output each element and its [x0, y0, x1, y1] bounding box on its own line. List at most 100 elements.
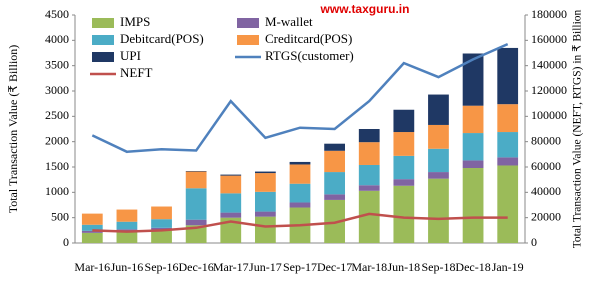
legend-label: RTGS(customer) [265, 48, 354, 63]
bar [358, 142, 380, 165]
bar [324, 194, 345, 200]
y2-tick-label: 20000 [531, 209, 561, 223]
bar [185, 171, 207, 172]
bar [497, 104, 519, 133]
y2-tick-label: 60000 [531, 159, 561, 173]
legend-label: M-wallet [265, 14, 313, 29]
legend-swatch [237, 35, 259, 45]
x-tick-label: Jun-16 [111, 260, 144, 274]
bar [324, 143, 345, 151]
bar [358, 129, 380, 143]
bar [255, 173, 276, 192]
bar [116, 231, 138, 243]
x-tick-label: Mar-18 [351, 260, 387, 274]
bar [393, 179, 415, 186]
bar [462, 133, 484, 161]
legend-label: Debitcard(POS) [120, 31, 204, 46]
bar [289, 161, 311, 165]
y2-axis-label: Total Transaction Value (NEFT, RTGS) in … [572, 9, 584, 248]
y2-tick-label: 40000 [531, 184, 561, 198]
bar [151, 219, 172, 228]
bar [462, 53, 484, 106]
bar [289, 164, 311, 184]
y2-tick-label: 160000 [531, 32, 567, 46]
legend-swatch [237, 18, 259, 28]
y-tick-label: 2500 [45, 108, 69, 122]
y2-tick-label: 120000 [531, 83, 567, 97]
bar [358, 190, 380, 243]
bar [220, 212, 242, 218]
bar [497, 47, 519, 105]
bar [358, 185, 380, 191]
y-tick-label: 3000 [45, 83, 69, 97]
bar [393, 185, 415, 243]
bar [81, 213, 103, 225]
x-tick-label: Sep-18 [421, 260, 455, 274]
y-tick-label: 4500 [45, 7, 69, 21]
x-tick-label: Mar-17 [213, 260, 249, 274]
bar [151, 227, 172, 231]
y2-tick-label: 80000 [531, 133, 561, 147]
line-series [92, 212, 508, 233]
bar [289, 202, 311, 208]
x-tick-label: Dec-17 [317, 260, 352, 274]
y-tick-label: 3500 [45, 57, 69, 71]
y2-tick-label: 100000 [531, 108, 567, 122]
legend-label: UPI [120, 48, 141, 63]
legend-label: IMPS [120, 14, 150, 29]
legend-swatch [92, 18, 114, 28]
bar [289, 183, 311, 203]
x-tick-label: Jun-17 [249, 260, 282, 274]
bar [81, 230, 103, 233]
x-tick-label: Dec-16 [178, 260, 213, 274]
bar [220, 175, 242, 194]
y-axis-label: Total Transaction Value (₹ Billion) [6, 45, 20, 214]
bar [393, 109, 415, 133]
y-tick-label: 1000 [45, 184, 69, 198]
bar [393, 132, 415, 156]
bar [185, 225, 207, 243]
bar [428, 178, 449, 243]
bar [462, 160, 484, 169]
bar [428, 124, 449, 149]
y-tick-label: 2000 [45, 133, 69, 147]
bar [462, 105, 484, 134]
y-tick-label: 0 [63, 235, 69, 249]
legend-label: NEFT [120, 65, 153, 80]
x-tick-label: Sep-17 [283, 260, 317, 274]
bar [428, 94, 449, 125]
bar [81, 232, 103, 243]
bar [151, 206, 172, 220]
watermark: www.taxguru.in [320, 2, 410, 16]
y2-tick-label: 180000 [531, 7, 567, 21]
y2-tick-label: 0 [531, 235, 537, 249]
bar [497, 157, 519, 166]
bar [255, 191, 276, 212]
bar [255, 216, 276, 243]
bar [324, 150, 345, 173]
y-tick-label: 1500 [45, 159, 69, 173]
bar [255, 171, 276, 174]
x-tick-label: Jan-19 [492, 260, 524, 274]
legend-label: Creditcard(POS) [265, 31, 352, 46]
legend-swatch [92, 52, 114, 62]
bar [81, 224, 103, 231]
bar [324, 172, 345, 195]
bar [185, 188, 207, 220]
bar [116, 209, 138, 222]
bar [255, 211, 276, 217]
legend-swatch [92, 35, 114, 45]
bar [185, 171, 207, 189]
bar [428, 172, 449, 179]
bar [358, 164, 380, 186]
bar [220, 217, 242, 243]
x-tick-label: Sep-16 [145, 260, 179, 274]
x-tick-label: Dec-18 [455, 260, 490, 274]
bar [151, 230, 172, 243]
y-tick-label: 500 [51, 209, 69, 223]
y-tick-label: 4000 [45, 32, 69, 46]
bar [185, 219, 207, 226]
line-series [91, 42, 509, 154]
bar [393, 155, 415, 180]
